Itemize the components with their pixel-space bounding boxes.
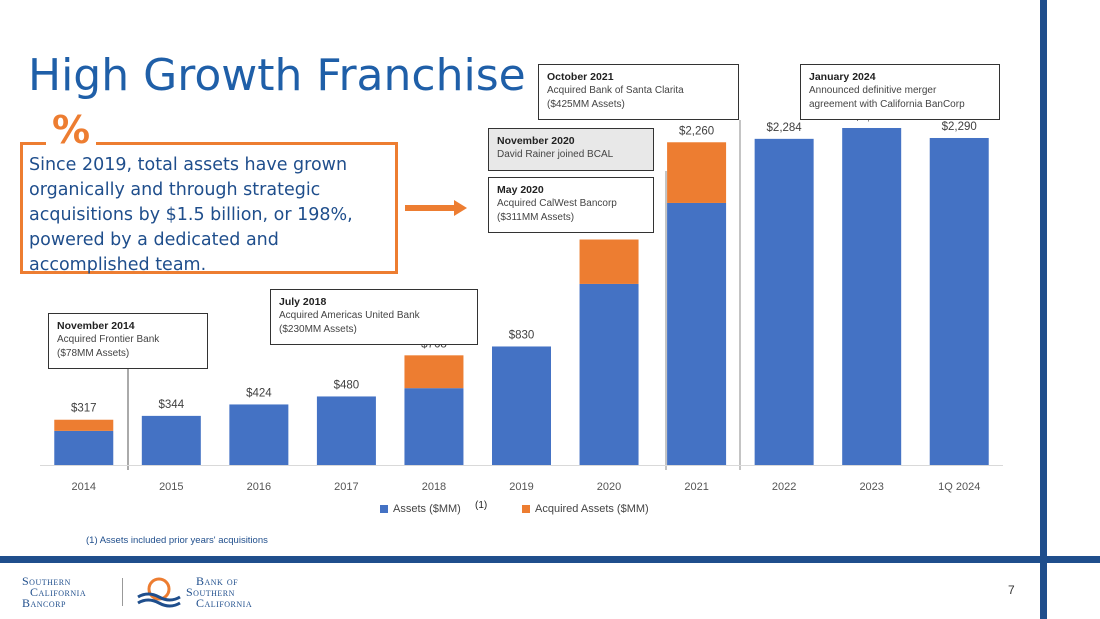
- logo-right-line3: California: [196, 596, 253, 610]
- callout-text: Since 2019, total assets have grown orga…: [29, 155, 353, 275]
- note-2021-line2: ($425MM Assets): [547, 99, 625, 110]
- page-title: High Growth Franchise: [28, 50, 526, 101]
- note-2014-line1: Acquired Frontier Bank: [57, 334, 160, 345]
- note-2018-line1: Acquired Americas United Bank: [279, 310, 420, 321]
- note-2020-may-title: May 2020: [497, 184, 544, 196]
- note-2020-nov-line1: David Rainer joined BCAL: [497, 149, 614, 160]
- note-2021: October 2021 Acquired Bank of Santa Clar…: [538, 64, 739, 120]
- note-2018-line2: ($230MM Assets): [279, 324, 357, 335]
- callout-box: Since 2019, total assets have grown orga…: [20, 142, 398, 275]
- arrow-icon: [405, 205, 455, 211]
- bar-assets-2018: [404, 388, 464, 465]
- tick-label-2014: 2014: [72, 481, 96, 493]
- bar-assets-2015: [141, 415, 201, 465]
- tick-label-2022: 2022: [772, 481, 796, 493]
- bank-of-southern-california-logo: Bank of Southern California: [186, 574, 253, 610]
- logo-left-line1: Southern: [22, 574, 71, 588]
- note-2024-title: January 2024: [809, 71, 876, 83]
- bar-assets-2014: [54, 430, 114, 465]
- note-2018-title: July 2018: [279, 296, 327, 308]
- note-2014: November 2014 Acquired Frontier Bank ($7…: [48, 313, 208, 369]
- data-label-2015: $344: [159, 399, 185, 411]
- tick-label-2023: 2023: [859, 481, 883, 493]
- bar-acquired-2020: [579, 239, 639, 284]
- tick-label-2018: 2018: [422, 481, 446, 493]
- footnote: (1) Assets included prior years' acquisi…: [86, 535, 268, 546]
- right-accent-bar: [1040, 0, 1047, 619]
- bar-acquired-2014: [54, 419, 114, 431]
- bar-assets-1Q-2024: [929, 137, 989, 465]
- tick-label-1Q-2024: 1Q 2024: [938, 481, 980, 493]
- note-2014-line2: ($78MM Assets): [57, 348, 130, 359]
- bank-logo-icon: [137, 577, 181, 608]
- footer-divider: [0, 556, 1100, 563]
- note-2020-may: May 2020 Acquired CalWest Bancorp ($311M…: [488, 177, 654, 233]
- legend-assets: Assets ($MM): [380, 503, 461, 515]
- note-2014-title: November 2014: [57, 320, 135, 332]
- bar-acquired-2021: [667, 142, 727, 203]
- note-2020-nov-title: November 2020: [497, 135, 575, 147]
- data-label-2014: $317: [71, 403, 97, 415]
- logo-right-line2: Southern: [186, 585, 235, 599]
- logo-left-line2: California: [30, 585, 87, 599]
- bar-assets-2019: [492, 346, 551, 465]
- bar-assets-2023: [842, 127, 902, 465]
- logo-divider: [122, 578, 123, 606]
- data-label-2022: $2,284: [767, 122, 803, 134]
- bar-assets-2017: [316, 396, 376, 465]
- legend-acquired-label: Acquired Assets ($MM): [535, 503, 649, 515]
- bar-acquired-2018: [404, 355, 464, 389]
- legend-footnote-marker: (1): [475, 500, 488, 511]
- legend-assets-swatch: [380, 505, 388, 514]
- data-label-2021: $2,260: [679, 125, 714, 137]
- tick-label-2017: 2017: [334, 481, 358, 493]
- tick-label-2016: 2016: [247, 481, 271, 493]
- logo-left-line3: Bancorp: [22, 596, 66, 610]
- legend-assets-label: Assets ($MM): [393, 503, 461, 515]
- page-number: 7: [1008, 583, 1015, 597]
- arrow-head-icon: [454, 200, 467, 216]
- tick-label-2021: 2021: [684, 481, 708, 493]
- note-2021-title: October 2021: [547, 71, 614, 83]
- note-2020-nov: November 2020 David Rainer joined BCAL: [488, 128, 654, 171]
- note-2020-may-line2: ($311MM Assets): [497, 212, 575, 223]
- legend-acquired-swatch: [522, 505, 530, 514]
- tick-label-2020: 2020: [597, 481, 621, 493]
- southern-california-bancorp-logo: Southern California Bancorp: [22, 574, 87, 610]
- percent-icon: %: [46, 108, 96, 152]
- bar-assets-2022: [754, 138, 814, 466]
- data-label-2019: $830: [509, 329, 535, 341]
- legend-acquired: Acquired Assets ($MM): [522, 503, 649, 515]
- data-label-2017: $480: [334, 379, 360, 391]
- note-2021-line1: Acquired Bank of Santa Clarita: [547, 85, 684, 96]
- note-2024-line1: Announced definitive merger: [809, 85, 937, 96]
- data-label-1Q-2024: $2,290: [942, 121, 977, 133]
- note-2018: July 2018 Acquired Americas United Bank …: [270, 289, 478, 345]
- tick-label-2019: 2019: [509, 481, 533, 493]
- tick-label-2015: 2015: [159, 481, 183, 493]
- note-2024: January 2024 Announced definitive merger…: [800, 64, 1000, 120]
- data-label-2016: $424: [246, 387, 272, 399]
- note-2020-may-line1: Acquired CalWest Bancorp: [497, 198, 617, 209]
- bar-assets-2016: [229, 404, 289, 465]
- bar-assets-2020: [579, 283, 639, 465]
- bar-assets-2021: [667, 202, 727, 465]
- logo-right-line1: Bank of: [196, 574, 239, 588]
- note-2024-line2: agreement with California BanCorp: [809, 99, 965, 110]
